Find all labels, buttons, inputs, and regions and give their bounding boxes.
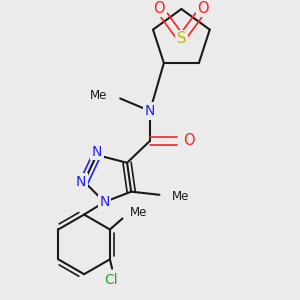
Text: O: O [154,1,165,16]
Text: O: O [197,1,209,16]
Text: N: N [99,195,110,209]
Text: S: S [177,31,186,46]
Text: O: O [183,133,194,148]
Text: N: N [92,145,102,159]
Text: Me: Me [172,190,189,203]
Text: N: N [76,175,86,189]
Text: Me: Me [130,206,148,219]
Text: Cl: Cl [105,273,118,287]
Text: N: N [145,104,155,118]
Text: Me: Me [90,89,108,102]
